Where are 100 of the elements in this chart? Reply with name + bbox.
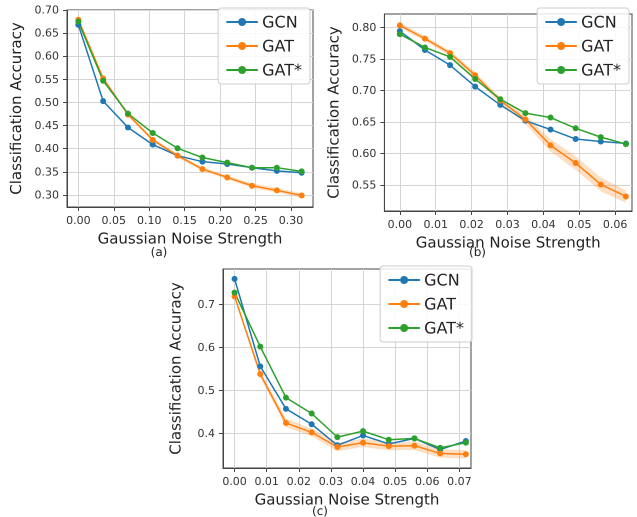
point bbox=[360, 428, 366, 434]
point bbox=[232, 290, 238, 296]
point bbox=[548, 142, 554, 148]
x-tick-label: 0.04 bbox=[350, 475, 376, 488]
legend-label: GAT bbox=[581, 36, 614, 56]
point bbox=[572, 160, 579, 166]
x-tick-label: 0.15 bbox=[172, 214, 197, 227]
y-tick-label: 0.65 bbox=[34, 26, 59, 40]
y-tick-label: 0.35 bbox=[34, 165, 59, 178]
x-tick-label: 0.25 bbox=[243, 214, 268, 227]
y-tick-label: 0.55 bbox=[352, 178, 376, 192]
x-tick-label: 0.04 bbox=[531, 218, 556, 231]
x-tick-label: 0.03 bbox=[495, 218, 520, 231]
x-tick-label: 0.01 bbox=[423, 218, 448, 231]
x-tick-label: 0.10 bbox=[136, 214, 162, 227]
point bbox=[308, 429, 315, 436]
y-tick-label: 0.70 bbox=[352, 84, 376, 97]
point bbox=[472, 84, 478, 90]
point bbox=[174, 145, 181, 152]
point bbox=[100, 98, 106, 104]
point bbox=[282, 394, 289, 401]
point bbox=[282, 406, 289, 412]
y-tick-label: 0.55 bbox=[34, 72, 59, 86]
point bbox=[462, 451, 469, 458]
legend-label: GAT* bbox=[424, 318, 464, 338]
y-tick-label: 0.40 bbox=[34, 142, 59, 156]
y-tick-label: 0.45 bbox=[34, 119, 59, 132]
y-tick-label: 0.50 bbox=[34, 96, 59, 109]
point bbox=[334, 434, 340, 440]
point bbox=[150, 136, 156, 143]
point bbox=[422, 36, 428, 42]
point bbox=[274, 187, 280, 194]
x-tick-label: 0.30 bbox=[278, 214, 304, 227]
y-tick-label: 0.60 bbox=[34, 50, 59, 63]
point bbox=[257, 363, 264, 370]
x-tick-label: 0.00 bbox=[222, 475, 247, 488]
point bbox=[572, 136, 579, 142]
y-tick-label: 0.6 bbox=[198, 340, 215, 354]
y-tick-label: 0.60 bbox=[352, 147, 376, 160]
x-tick-label: 0.07 bbox=[447, 475, 472, 488]
point bbox=[274, 164, 280, 171]
x-tick-label: 0.00 bbox=[388, 218, 412, 231]
point bbox=[232, 276, 238, 282]
y-axis-title: Classification Accuracy bbox=[166, 282, 184, 455]
x-tick-label: 0.05 bbox=[102, 214, 126, 227]
point bbox=[298, 192, 305, 198]
point bbox=[124, 124, 131, 130]
legend-label: GCN bbox=[262, 12, 298, 32]
point bbox=[257, 371, 264, 378]
x-tick-label: 0.06 bbox=[602, 218, 628, 231]
point bbox=[150, 130, 156, 136]
point bbox=[386, 436, 392, 443]
point bbox=[386, 443, 392, 450]
y-axis-title: Classification Accuracy bbox=[7, 22, 26, 195]
x-tick-label: 0.02 bbox=[459, 218, 484, 231]
x-tick-label: 0.05 bbox=[382, 475, 408, 488]
legend-label: GCN bbox=[424, 270, 460, 290]
point bbox=[598, 134, 604, 140]
y-tick-label: 0.5 bbox=[198, 384, 215, 397]
point bbox=[249, 182, 256, 189]
point bbox=[224, 174, 230, 180]
y-axis-title: Classification Accuracy bbox=[324, 26, 342, 199]
x-tick-label: 0.00 bbox=[66, 214, 91, 227]
x-tick-label: 0.02 bbox=[286, 475, 312, 488]
legend-label: GAT* bbox=[262, 60, 302, 80]
point bbox=[572, 125, 579, 132]
point bbox=[447, 62, 454, 68]
y-tick-label: 0.7 bbox=[198, 298, 215, 312]
point bbox=[472, 76, 478, 82]
legend-label: GAT bbox=[262, 36, 294, 56]
point bbox=[411, 442, 418, 449]
point bbox=[257, 344, 264, 350]
x-tick-label: 0.03 bbox=[318, 475, 344, 488]
text: (a) bbox=[150, 245, 168, 259]
legend-label: GCN bbox=[581, 12, 617, 32]
point bbox=[100, 78, 106, 84]
legend-label: GAT* bbox=[581, 60, 621, 80]
y-tick-label: 0.80 bbox=[352, 20, 376, 34]
y-tick-label: 0.65 bbox=[352, 115, 376, 128]
point bbox=[360, 440, 366, 446]
point bbox=[199, 166, 206, 172]
y-tick-label: 0.4 bbox=[198, 426, 215, 440]
x-tick-label: 0.05 bbox=[567, 218, 592, 231]
x-axis-title: Gaussian Noise Strength bbox=[98, 229, 282, 248]
point bbox=[396, 31, 403, 38]
point bbox=[522, 110, 528, 116]
point bbox=[548, 114, 554, 121]
point bbox=[598, 181, 604, 188]
point bbox=[548, 126, 554, 133]
legend-label: GAT bbox=[424, 294, 456, 314]
x-tick-label: 0.06 bbox=[415, 475, 440, 488]
point bbox=[308, 410, 315, 417]
x-tick-label: 0.20 bbox=[208, 214, 232, 227]
point bbox=[199, 154, 206, 161]
point bbox=[447, 54, 454, 60]
point bbox=[422, 44, 428, 50]
point bbox=[308, 421, 315, 428]
y-tick-label: 0.75 bbox=[352, 52, 376, 66]
point bbox=[282, 420, 289, 426]
point bbox=[437, 450, 444, 456]
